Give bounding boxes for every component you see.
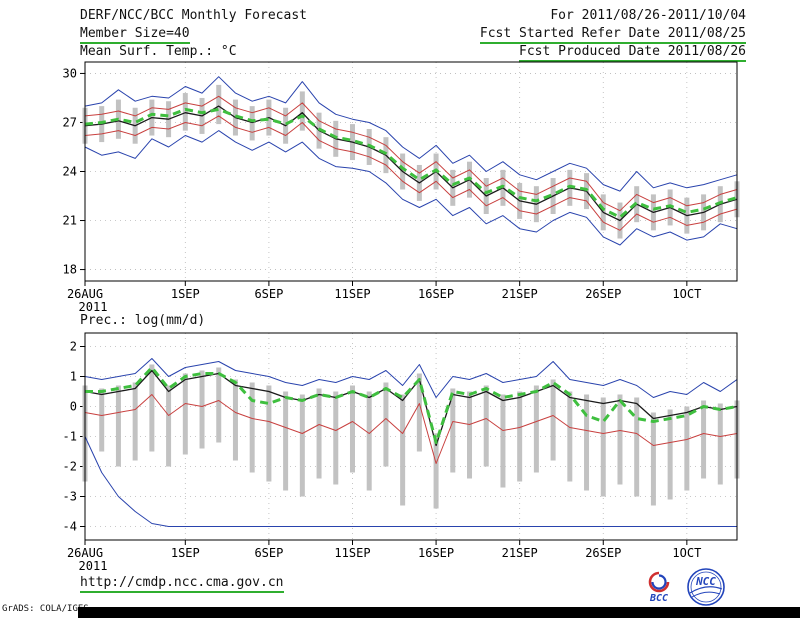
svg-text:1OCT: 1OCT: [672, 287, 701, 301]
grads-credit: GrADS: COLA/IGES: [2, 604, 89, 614]
fcst-started-label: Fcst Started Refer Date 2011/08/25: [479, 26, 746, 44]
svg-text:21SEP: 21SEP: [502, 287, 538, 301]
bcc-logo-red-arc: [648, 571, 670, 593]
svg-text:30: 30: [63, 66, 77, 80]
svg-text:24: 24: [63, 165, 77, 179]
svg-text:27: 27: [63, 115, 77, 129]
svg-text:-1: -1: [63, 430, 77, 444]
member-size-label: Member Size=40: [80, 26, 190, 44]
bottom-bar: [78, 607, 800, 618]
ncc-logo-label: NCC: [695, 575, 716, 588]
ncc-logo-inner-ring: [690, 571, 722, 603]
svg-text:26AUG: 26AUG: [67, 546, 103, 560]
ncc-logo-wave-1: [689, 586, 723, 594]
svg-text:1SEP: 1SEP: [171, 287, 200, 301]
source-url: http://cmdp.ncc.cma.gov.cn: [80, 575, 284, 593]
svg-text:2011: 2011: [79, 300, 108, 314]
svg-text:2011: 2011: [79, 559, 108, 573]
svg-text:-2: -2: [63, 460, 77, 474]
svg-text:26SEP: 26SEP: [585, 287, 621, 301]
forecast-title: DERF/NCC/BCC Monthly Forecast: [80, 8, 307, 23]
ncc-logo-wave-2: [691, 591, 721, 598]
svg-text:0: 0: [70, 400, 77, 414]
bcc-logo-blue-arc: [651, 574, 667, 590]
svg-text:2: 2: [70, 340, 77, 354]
svg-text:6SEP: 6SEP: [254, 546, 283, 560]
svg-text:-4: -4: [63, 520, 77, 534]
svg-text:6SEP: 6SEP: [254, 287, 283, 301]
svg-text:16SEP: 16SEP: [418, 287, 454, 301]
ncc-logo: NCC: [687, 568, 725, 606]
svg-text:1: 1: [70, 370, 77, 384]
bcc-logo-label: BCC: [649, 593, 668, 604]
svg-text:11SEP: 11SEP: [334, 546, 370, 560]
fcst-produced-label: Fcst Produced Date 2011/08/26: [519, 44, 746, 62]
svg-text:16SEP: 16SEP: [418, 546, 454, 560]
bcc-logo: BCC: [648, 571, 670, 604]
ncc-logo-outer-ring: [687, 568, 725, 606]
svg-text:-3: -3: [63, 490, 77, 504]
svg-text:26AUG: 26AUG: [67, 287, 103, 301]
svg-text:26SEP: 26SEP: [585, 546, 621, 560]
svg-text:1OCT: 1OCT: [672, 546, 701, 560]
svg-text:18: 18: [63, 263, 77, 277]
svg-text:11SEP: 11SEP: [334, 287, 370, 301]
precip-panel-title: Prec.: log(mm/d): [80, 313, 206, 328]
svg-text:1SEP: 1SEP: [171, 546, 200, 560]
svg-text:21: 21: [63, 214, 77, 228]
forecast-range-label: For 2011/08/26-2011/10/04: [550, 8, 746, 23]
temp-panel-title: Mean Surf. Temp.: °C: [80, 44, 237, 59]
svg-text:21SEP: 21SEP: [502, 546, 538, 560]
